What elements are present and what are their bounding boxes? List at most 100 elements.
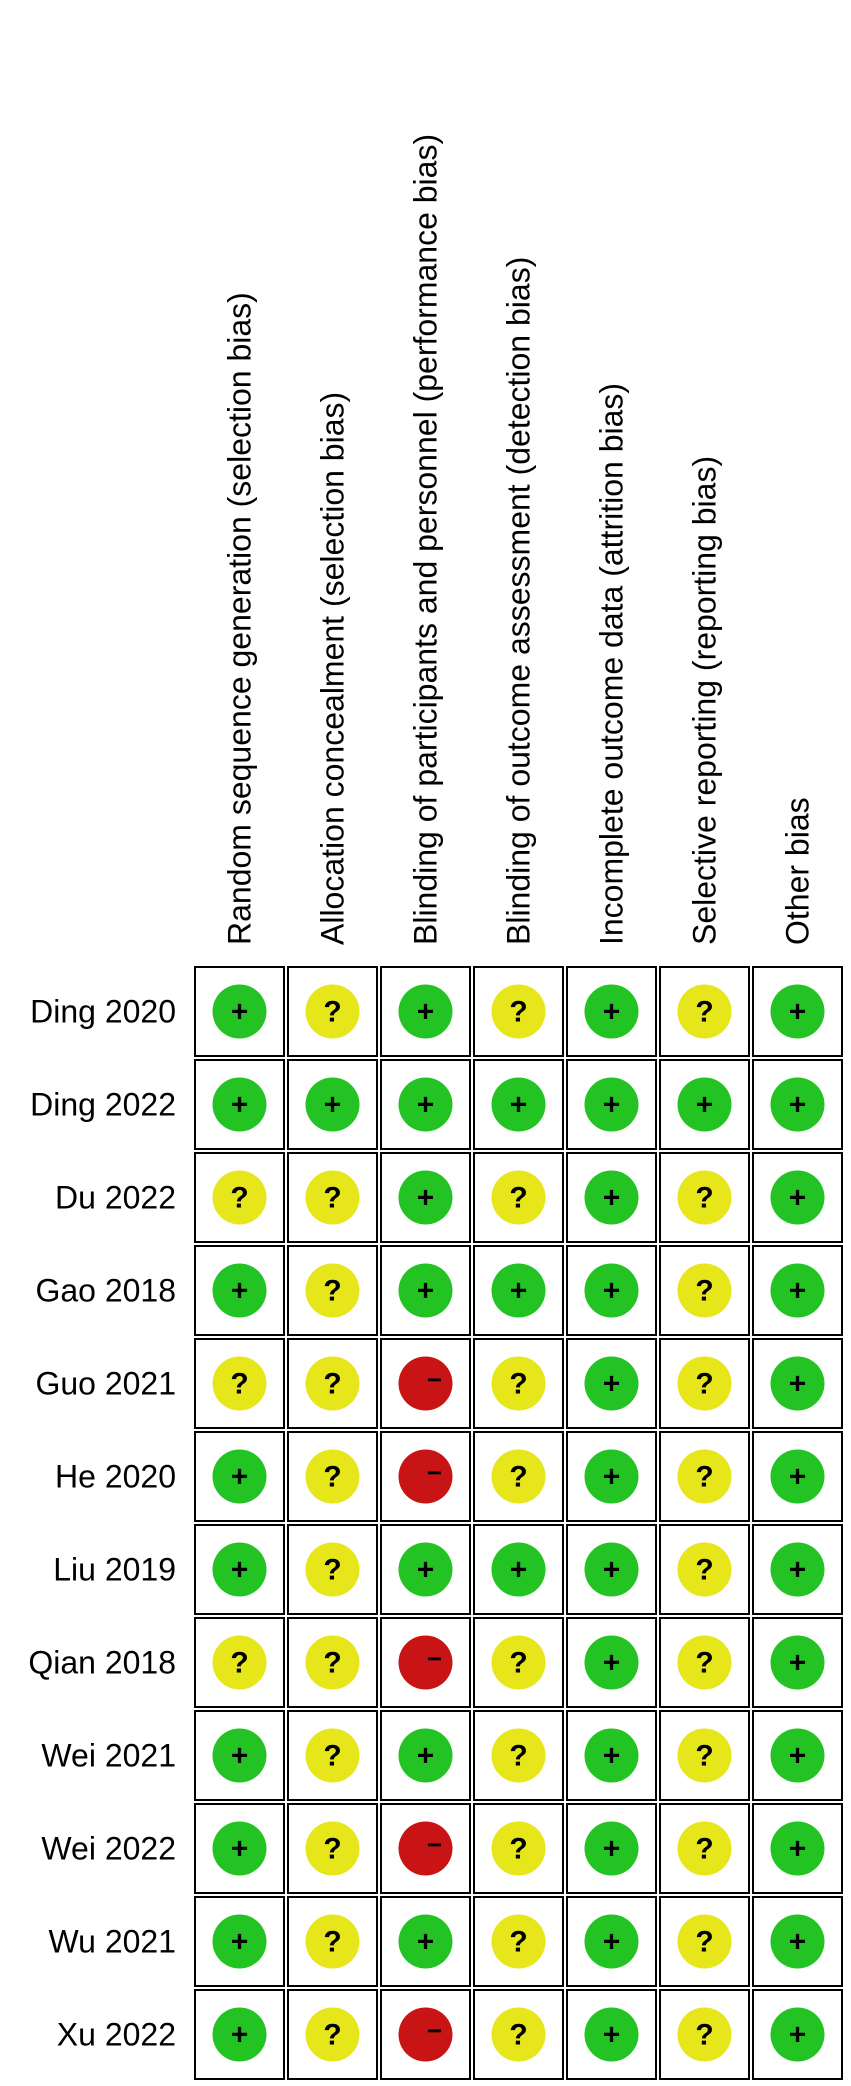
judgement-low-marker [398, 1263, 453, 1318]
cell-7-2: ? [287, 1524, 378, 1615]
study-label-11: Wu 2021 [49, 1924, 177, 1960]
cell-6-4: ? [473, 1431, 564, 1522]
judgement-low-marker [212, 1728, 267, 1783]
judgement-unclear-marker [677, 2007, 732, 2062]
cell-8-2: ? [287, 1617, 378, 1708]
cell-11-7: + [752, 1896, 843, 1987]
judgement-symbol-unclear: ? [323, 1554, 341, 1587]
judgement-symbol-low: + [603, 1089, 621, 1122]
judgement-unclear-marker [491, 1170, 546, 1225]
cell-11-1: + [194, 1896, 285, 1987]
judgement-low-marker [770, 984, 825, 1039]
cell-8-3: − [380, 1617, 471, 1708]
cell-10-4: ? [473, 1803, 564, 1894]
cell-3-4: ? [473, 1152, 564, 1243]
judgement-symbol-unclear: ? [230, 1182, 248, 1215]
cell-box [752, 1989, 843, 2080]
study-label-3: Du 2022 [55, 1180, 176, 1216]
judgement-symbol-unclear: ? [695, 1647, 713, 1680]
judgement-symbol-low: + [789, 1647, 807, 1680]
judgement-symbol-high: − [427, 1365, 442, 1395]
judgement-symbol-low: + [603, 1368, 621, 1401]
judgement-symbol-unclear: ? [230, 1368, 248, 1401]
cell-4-5: + [566, 1245, 657, 1336]
judgement-symbol-unclear: ? [323, 2019, 341, 2052]
judgement-unclear-marker [491, 1914, 546, 1969]
cell-1-3: + [380, 966, 471, 1057]
judgement-unclear-marker [305, 1449, 360, 1504]
cell-12-2: ? [287, 1989, 378, 2080]
judgement-high-marker [398, 1449, 453, 1504]
cell-6-1: + [194, 1431, 285, 1522]
judgement-unclear-marker [212, 1356, 267, 1411]
study-label-6: He 2020 [55, 1459, 176, 1495]
cell-6-2: ? [287, 1431, 378, 1522]
judgement-unclear-marker [305, 1263, 360, 1318]
judgement-unclear-marker [677, 1263, 732, 1318]
judgement-symbol-low: + [231, 1461, 249, 1494]
cell-box [473, 1245, 564, 1336]
judgement-symbol-low: + [417, 996, 435, 1029]
judgement-symbol-low: + [231, 1554, 249, 1587]
judgement-unclear-marker [677, 1356, 732, 1411]
judgement-unclear-marker [677, 1449, 732, 1504]
judgement-low-marker [770, 1542, 825, 1597]
judgement-unclear-marker [305, 1635, 360, 1690]
judgement-symbol-low: + [231, 996, 249, 1029]
cell-10-3: − [380, 1803, 471, 1894]
cell-9-7: + [752, 1710, 843, 1801]
cell-4-6: ? [659, 1245, 750, 1336]
judgement-symbol-unclear: ? [695, 1833, 713, 1866]
judgement-symbol-low: + [510, 1275, 528, 1308]
judgement-unclear-marker [677, 1635, 732, 1690]
judgement-low-marker [584, 1077, 639, 1132]
cell-5-6: ? [659, 1338, 750, 1429]
judgement-low-marker [770, 1635, 825, 1690]
study-label-8: Qian 2018 [28, 1645, 176, 1681]
judgement-symbol-low: + [324, 1089, 342, 1122]
judgement-unclear-marker [491, 1356, 546, 1411]
judgement-low-marker [770, 1077, 825, 1132]
judgement-unclear-marker [305, 1914, 360, 1969]
judgement-low-marker [584, 1821, 639, 1876]
judgement-symbol-low: + [603, 1182, 621, 1215]
study-label-9: Wei 2021 [41, 1738, 176, 1774]
judgement-unclear-marker [305, 1728, 360, 1783]
cell-10-1: + [194, 1803, 285, 1894]
cell-2-3: + [380, 1059, 471, 1150]
judgement-unclear-marker [677, 1170, 732, 1225]
judgement-unclear-marker [677, 1542, 732, 1597]
cell-8-1: ? [194, 1617, 285, 1708]
judgement-symbol-unclear: ? [695, 1182, 713, 1215]
judgement-symbol-unclear: ? [695, 1740, 713, 1773]
study-label-1: Ding 2020 [30, 994, 176, 1030]
judgement-unclear-marker [305, 984, 360, 1039]
cell-5-3: − [380, 1338, 471, 1429]
judgement-symbol-low: + [603, 1833, 621, 1866]
judgement-symbol-unclear: ? [695, 996, 713, 1029]
judgement-unclear-marker [212, 1170, 267, 1225]
judgement-low-marker [770, 1449, 825, 1504]
cell-3-1: ? [194, 1152, 285, 1243]
judgement-symbol-low: + [231, 1833, 249, 1866]
cell-box [194, 1152, 285, 1243]
cell-5-5: + [566, 1338, 657, 1429]
judgement-low-marker [584, 1914, 639, 1969]
cell-12-6: ? [659, 1989, 750, 2080]
judgement-low-marker [398, 984, 453, 1039]
cell-1-7: + [752, 966, 843, 1057]
cell-6-7: + [752, 1431, 843, 1522]
judgement-symbol-low: + [789, 1740, 807, 1773]
judgement-unclear-marker [305, 1821, 360, 1876]
cell-6-6: ? [659, 1431, 750, 1522]
study-label-12: Xu 2022 [57, 2017, 176, 2053]
cell-7-4: + [473, 1524, 564, 1615]
judgement-symbol-low: + [510, 1554, 528, 1587]
judgement-low-marker [398, 1542, 453, 1597]
judgement-high-marker [398, 1635, 453, 1690]
judgement-symbol-high: − [427, 1644, 442, 1674]
cell-7-5: + [566, 1524, 657, 1615]
judgement-symbol-low: + [789, 1461, 807, 1494]
cell-12-4: ? [473, 1989, 564, 2080]
cell-8-4: ? [473, 1617, 564, 1708]
